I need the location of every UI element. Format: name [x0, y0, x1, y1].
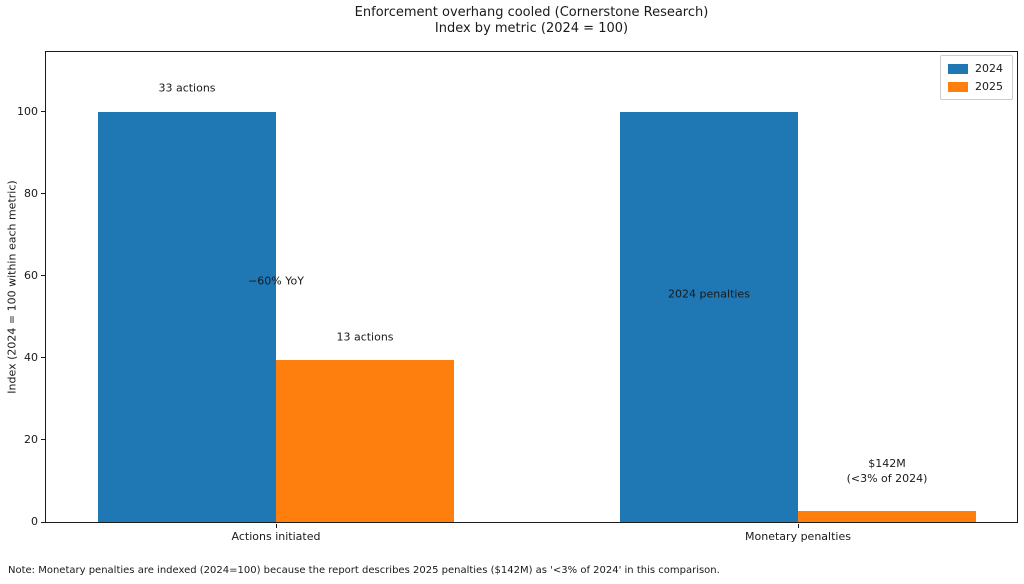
annotation-142m: $142M (<3% of 2024) [846, 457, 928, 486]
y-tick-mark [41, 521, 45, 523]
y-tick-mark [41, 439, 45, 441]
legend-item-2024: 2024 [948, 62, 1003, 75]
legend-item-2025: 2025 [948, 80, 1003, 93]
y-tick-label: 20 [24, 432, 38, 446]
bar-2024-monetary-penalties [620, 111, 798, 522]
x-tick-mark [797, 524, 799, 528]
annotation-2024-penalties: 2024 penalties [668, 287, 750, 301]
y-tick-mark [41, 111, 45, 113]
bar-2025-monetary-penalties [798, 510, 976, 522]
y-tick-label: 0 [31, 515, 38, 528]
x-tick-label-actions-initiated: Actions initiated [231, 530, 321, 543]
y-axis-label: Index (2024 = 100 within each metric) [5, 180, 19, 394]
legend-label: 2024 [975, 62, 1003, 75]
annotation-13-actions: 13 actions [336, 330, 394, 344]
y-tick-mark [41, 193, 45, 195]
x-tick-mark [275, 524, 277, 528]
y-tick-label: 40 [24, 350, 38, 364]
legend: 2024 2025 [940, 55, 1013, 100]
y-tick-label: 100 [17, 104, 38, 118]
y-tick-label: 80 [24, 186, 38, 200]
footnote: Note: Monetary penalties are indexed (20… [8, 565, 720, 576]
y-tick-mark [41, 357, 45, 359]
y-tick-mark [41, 275, 45, 277]
annotation-33-actions: 33 actions [158, 81, 216, 95]
y-tick-label: 60 [24, 268, 38, 282]
chart-title: Enforcement overhang cooled (Cornerstone… [354, 5, 709, 20]
bar-2025-actions-initiated [276, 360, 454, 522]
x-tick-label-monetary-penalties: Monetary penalties [745, 530, 851, 543]
title-block: Enforcement overhang cooled (Cornerstone… [45, 5, 1018, 38]
bar-2024-actions-initiated [98, 111, 276, 522]
legend-label: 2025 [975, 80, 1003, 93]
chart-subtitle: Index by metric (2024 = 100) [434, 21, 629, 37]
legend-swatch-2025 [948, 81, 968, 92]
legend-swatch-2024 [948, 63, 968, 74]
annotation-60-yoy: −60% YoY [248, 274, 304, 288]
plot-area: 0 20 40 60 80 100 Actions initiated Monetary pe… [17, 51, 1018, 543]
